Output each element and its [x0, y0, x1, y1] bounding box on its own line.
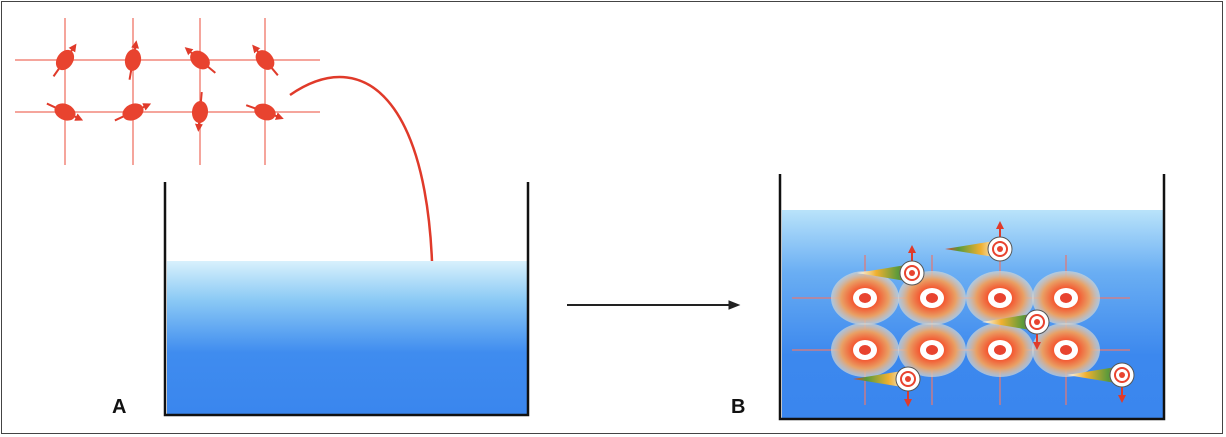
glowing-particle-icon — [1032, 271, 1100, 325]
spin-particle-icon — [46, 102, 84, 121]
glowing-particle-icon — [898, 323, 966, 377]
spin-particle-icon — [124, 40, 142, 80]
glowing-particle-icon — [1032, 323, 1100, 377]
dispersed-lattice — [792, 221, 1135, 407]
panel-label-a: A — [112, 396, 127, 418]
container-b-walls — [778, 174, 1166, 421]
comet-particle-icon — [853, 366, 921, 407]
container-a — [163, 182, 530, 417]
panel-label-b: B — [731, 396, 746, 418]
spin-particle-icon — [52, 43, 77, 77]
glowing-particle-icon — [966, 323, 1034, 377]
glowing-particle-icon — [831, 323, 899, 377]
comet-particle-icon — [945, 221, 1013, 262]
spin-particle-icon — [245, 103, 284, 121]
spin-particle-icon — [191, 91, 209, 132]
water-a — [167, 261, 527, 414]
spin-lattice — [15, 18, 320, 165]
comet-particle-icon — [982, 309, 1050, 350]
glowing-particle-icon — [966, 271, 1034, 325]
glowing-particle-icon — [831, 271, 899, 325]
comet-particle-icon — [857, 245, 925, 286]
spin-particle-icon — [184, 47, 216, 74]
comet-particle-icon — [1067, 362, 1135, 403]
spin-particle-icon — [252, 44, 279, 76]
drop-arrow — [289, 75, 438, 330]
lattice-lines — [15, 18, 320, 165]
container-a-walls — [163, 182, 530, 417]
spin-particle-icon — [114, 103, 152, 122]
